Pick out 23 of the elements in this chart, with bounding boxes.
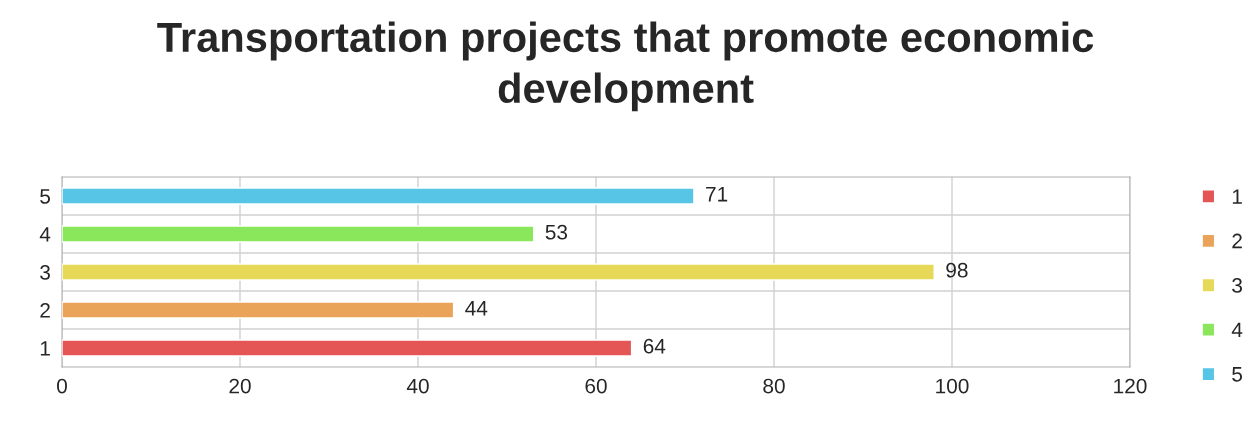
x-tick-label: 0 <box>57 378 67 394</box>
data-label: 98 <box>946 262 968 278</box>
y-tick-label: 5 <box>40 189 51 204</box>
legend-label: 5 <box>1232 367 1243 382</box>
x-tick-label: 40 <box>406 378 429 394</box>
legend-label: 1 <box>1232 189 1242 204</box>
legend-label: 4 <box>1231 322 1243 338</box>
legend-label: 3 <box>1232 278 1242 293</box>
data-label: 64 <box>643 338 666 354</box>
y-tick-label: 4 <box>39 227 51 242</box>
x-tick-label: 20 <box>229 378 251 394</box>
data-label: 44 <box>465 301 488 316</box>
data-label: 71 <box>706 187 728 202</box>
y-tick-label: 3 <box>40 265 50 280</box>
x-tick-label: 80 <box>763 378 785 394</box>
y-tick-label: 2 <box>40 303 50 318</box>
y-tick-label: 1 <box>40 341 50 356</box>
x-tick-label: 100 <box>936 378 969 394</box>
x-tick-label: 60 <box>585 378 607 394</box>
chart-title: Transportation projects that promote economic development <box>157 21 1094 112</box>
x-tick-label: 120 <box>1114 378 1147 394</box>
data-label: 53 <box>545 224 568 240</box>
legend-label: 2 <box>1232 233 1242 249</box>
